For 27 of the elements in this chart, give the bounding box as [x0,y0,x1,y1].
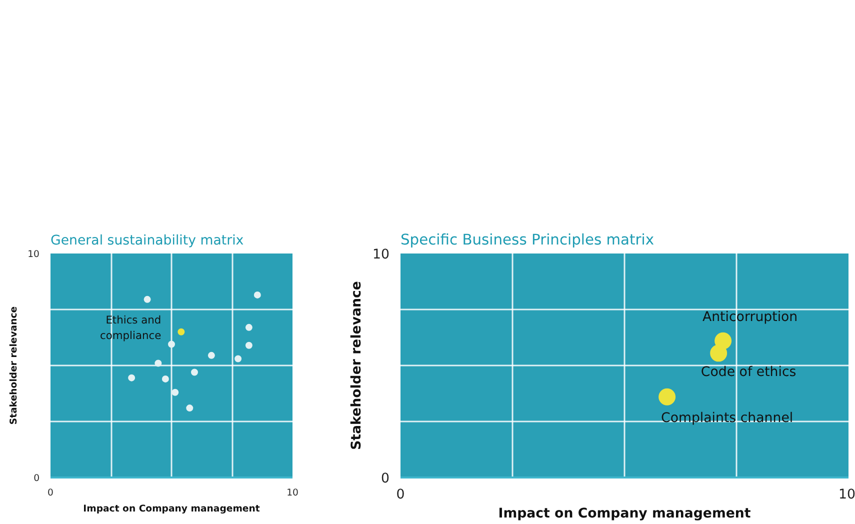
chart-title: General sustainability matrix [50,234,244,248]
point [254,291,261,298]
point [208,352,215,359]
x-axis-title: Impact on Company management [498,506,752,522]
point [178,328,185,336]
point [186,404,194,412]
point [172,388,179,396]
y-axis-title: Stakeholder relevance [8,306,20,425]
y-axis-title: Stakeholder relevance [350,281,365,450]
x-tick-label: 10 [838,488,855,502]
x-axis-title: Impact on Company management [83,504,260,514]
point [658,388,676,406]
point [234,355,242,362]
point [162,375,169,382]
x-tick-label: 10 [286,488,298,498]
point [168,340,175,348]
x-tick-label: 0 [48,488,54,498]
point [245,324,252,331]
chart-title: Specific Business Principles matrix [400,232,654,248]
point [710,344,728,362]
x-tick-label: 0 [396,488,405,502]
point [144,296,151,303]
point [245,342,252,349]
point [154,360,162,367]
point [128,374,136,382]
annotation: Code of ethics [700,365,796,380]
point [190,368,198,376]
